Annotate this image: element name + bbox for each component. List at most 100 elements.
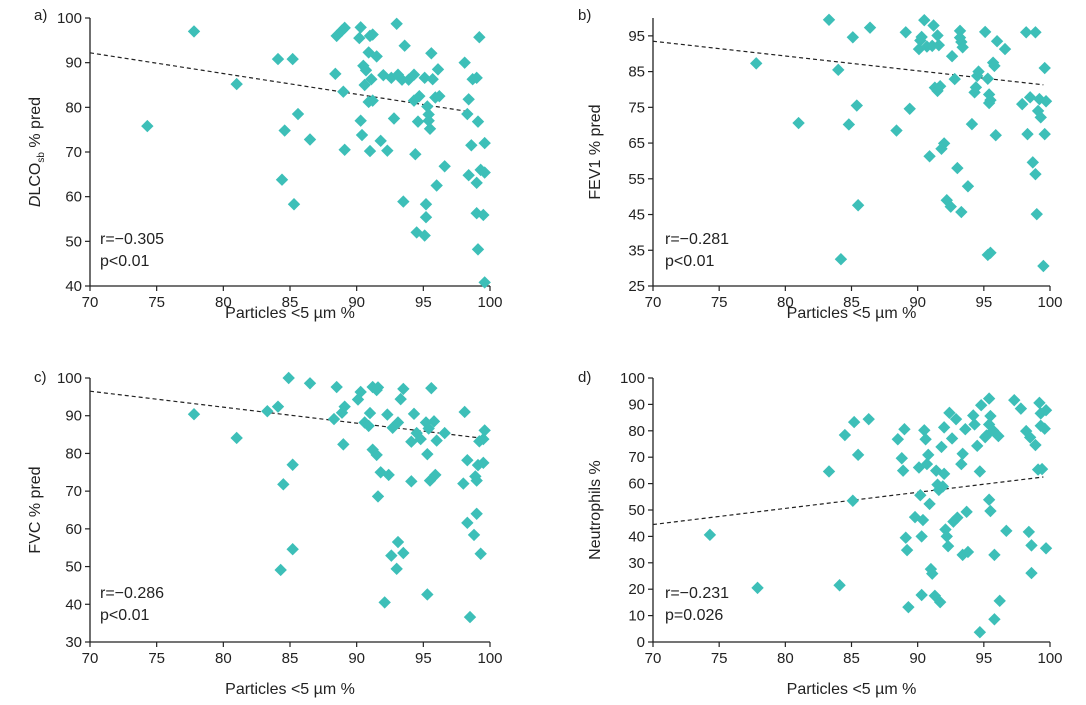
y-tick-label: 80 (628, 423, 645, 440)
data-point (397, 382, 410, 396)
data-point (920, 457, 934, 471)
data-point (423, 122, 437, 135)
data-point (915, 588, 928, 602)
y-label-main: FEV (587, 168, 604, 199)
data-point (478, 166, 491, 179)
data-point (286, 52, 299, 66)
data-point (478, 136, 491, 150)
data-point (933, 595, 947, 609)
data-point (862, 412, 875, 426)
data-point (419, 211, 433, 224)
data-point (896, 464, 910, 477)
data-point (943, 406, 956, 420)
data-point (838, 428, 852, 442)
data-point (425, 47, 438, 60)
data-point (397, 195, 410, 208)
data-point (751, 581, 764, 595)
panel-a: 70 75 80 85 90 95 100 40 50 60 70 80 90 100 a) Particle… (27, 7, 503, 322)
panel-d: 70 75 80 85 90 95 100 0 10 20 30 40 50 60 70 80 90 100 d) P… (578, 369, 1063, 698)
data-point (955, 205, 968, 219)
y-tick-label: 80 (65, 99, 82, 116)
data-point (927, 19, 940, 32)
y-tick-label: 30 (628, 555, 645, 572)
panel-label: c) (34, 369, 47, 386)
data-point (1023, 431, 1037, 444)
data-point (998, 42, 1012, 56)
data-point (387, 112, 401, 125)
data-point (988, 59, 1001, 73)
y-tick-label: 75 (628, 99, 645, 116)
data-point (951, 161, 964, 175)
stat-r: r=−0.286 (100, 585, 164, 602)
data-point (982, 493, 996, 506)
data-point (473, 31, 486, 44)
data-point (953, 24, 967, 38)
data-point (1016, 97, 1029, 111)
data-point (918, 424, 931, 437)
data-point (1014, 402, 1028, 415)
data-point (968, 86, 981, 99)
data-point (303, 377, 317, 390)
data-point (1038, 422, 1051, 435)
y-tick-label: 20 (628, 581, 645, 598)
data-point (900, 543, 914, 557)
data-point (834, 253, 848, 266)
data-point (278, 124, 291, 137)
data-point (438, 160, 451, 173)
data-point (359, 64, 373, 77)
data-point (381, 408, 394, 421)
data-point (421, 447, 434, 461)
data-point (286, 543, 299, 556)
data-point (282, 371, 295, 385)
data-point (337, 438, 350, 451)
data-point (937, 467, 951, 481)
x-tick-label: 95 (975, 650, 992, 667)
y-tick-label: 70 (628, 449, 645, 466)
data-point (915, 30, 928, 44)
y-tick-label: 80 (65, 445, 82, 462)
data-point (949, 412, 963, 426)
data-point (959, 423, 972, 436)
x-tick-label: 85 (843, 294, 860, 311)
data-point (338, 21, 351, 35)
data-point (1029, 167, 1042, 181)
data-point (1022, 525, 1036, 539)
y-tick-label: 35 (628, 242, 645, 259)
data-point (960, 505, 973, 519)
data-point (945, 432, 959, 445)
y-tick-label: 60 (628, 476, 645, 493)
data-point (271, 400, 285, 413)
data-point (1038, 61, 1051, 75)
data-point (903, 102, 916, 115)
data-point (354, 114, 367, 127)
data-point (370, 448, 383, 462)
data-point (1033, 396, 1046, 410)
data-point (982, 392, 996, 405)
trend-line (652, 40, 1044, 86)
data-point (230, 431, 243, 445)
data-point (287, 198, 301, 211)
data-point (937, 421, 951, 434)
data-point (965, 117, 979, 131)
data-point (470, 176, 483, 190)
data-point (982, 96, 996, 110)
data-point (947, 515, 960, 528)
y-tick-label: 40 (65, 596, 82, 613)
panel-label: a) (34, 7, 47, 24)
data-point (923, 497, 936, 511)
data-point (462, 169, 475, 182)
data-point (1008, 393, 1021, 407)
data-point (902, 600, 915, 614)
data-point (429, 468, 442, 482)
data-point (1025, 566, 1038, 580)
data-point (463, 610, 477, 624)
data-point (187, 25, 201, 38)
data-point (961, 180, 975, 193)
data-point (1021, 127, 1034, 141)
data-point (277, 478, 290, 491)
data-point (918, 13, 931, 27)
data-point (470, 71, 483, 85)
data-point (895, 452, 908, 465)
data-point (984, 504, 997, 518)
data-point (1037, 259, 1050, 273)
